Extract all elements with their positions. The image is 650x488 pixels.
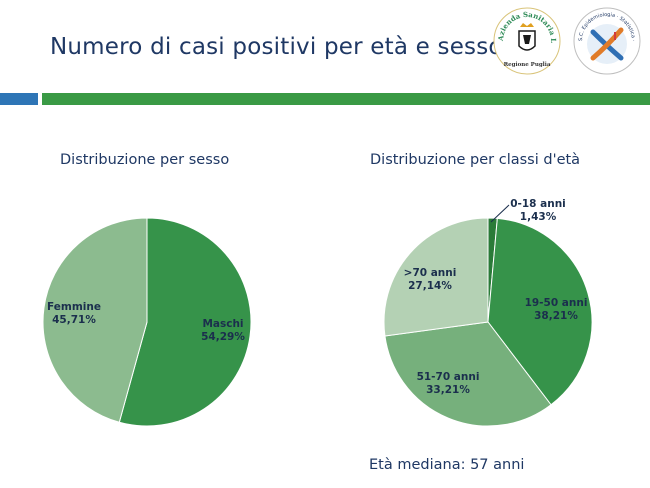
pie-slice-0-0 — [118, 217, 252, 427]
pie-slice-0-1 — [42, 217, 148, 423]
slice-label-0-0: Maschi — [202, 318, 243, 330]
header-rule-blue — [0, 93, 38, 105]
slice-value-1-1: 38,21% — [534, 310, 578, 322]
slice-label-1-0: 0-18 anni — [510, 198, 566, 210]
slide-title: Numero di casi positivi per età e sesso — [50, 34, 503, 60]
pie-slice-1-3 — [383, 217, 489, 337]
slice-value-1-3: 27,14% — [408, 280, 452, 292]
slice-value-0-1: 45,71% — [52, 314, 96, 326]
slice-value-1-0: 1,43% — [520, 211, 557, 223]
slice-label-1-3: >70 anni — [404, 267, 457, 279]
sex-chart-title: Distribuzione per sesso — [60, 152, 230, 168]
pie-slice-1-2 — [384, 321, 552, 427]
slice-value-0-0: 54,29% — [201, 331, 245, 343]
age-chart-title: Distribuzione per classi d'età — [370, 152, 581, 168]
slice-label-0-1: Femmine — [47, 301, 101, 313]
asl-region-text: Regione Puglia — [504, 62, 551, 68]
slice-value-1-2: 33,21% — [426, 384, 470, 396]
slice-label-1-2: 51-70 anni — [417, 371, 480, 383]
slice-label-1-1: 19-50 anni — [525, 297, 588, 309]
leader-line — [490, 204, 510, 223]
pie-slice-1-1 — [487, 217, 593, 406]
asl-taranto-logo: Azienda Sanitaria Locale Taranto Regione… — [489, 6, 561, 75]
logos: Azienda Sanitaria Locale Taranto Regione… — [489, 6, 641, 75]
median-age: Età mediana: 57 anni — [369, 457, 525, 473]
header-rule-green — [42, 93, 650, 105]
